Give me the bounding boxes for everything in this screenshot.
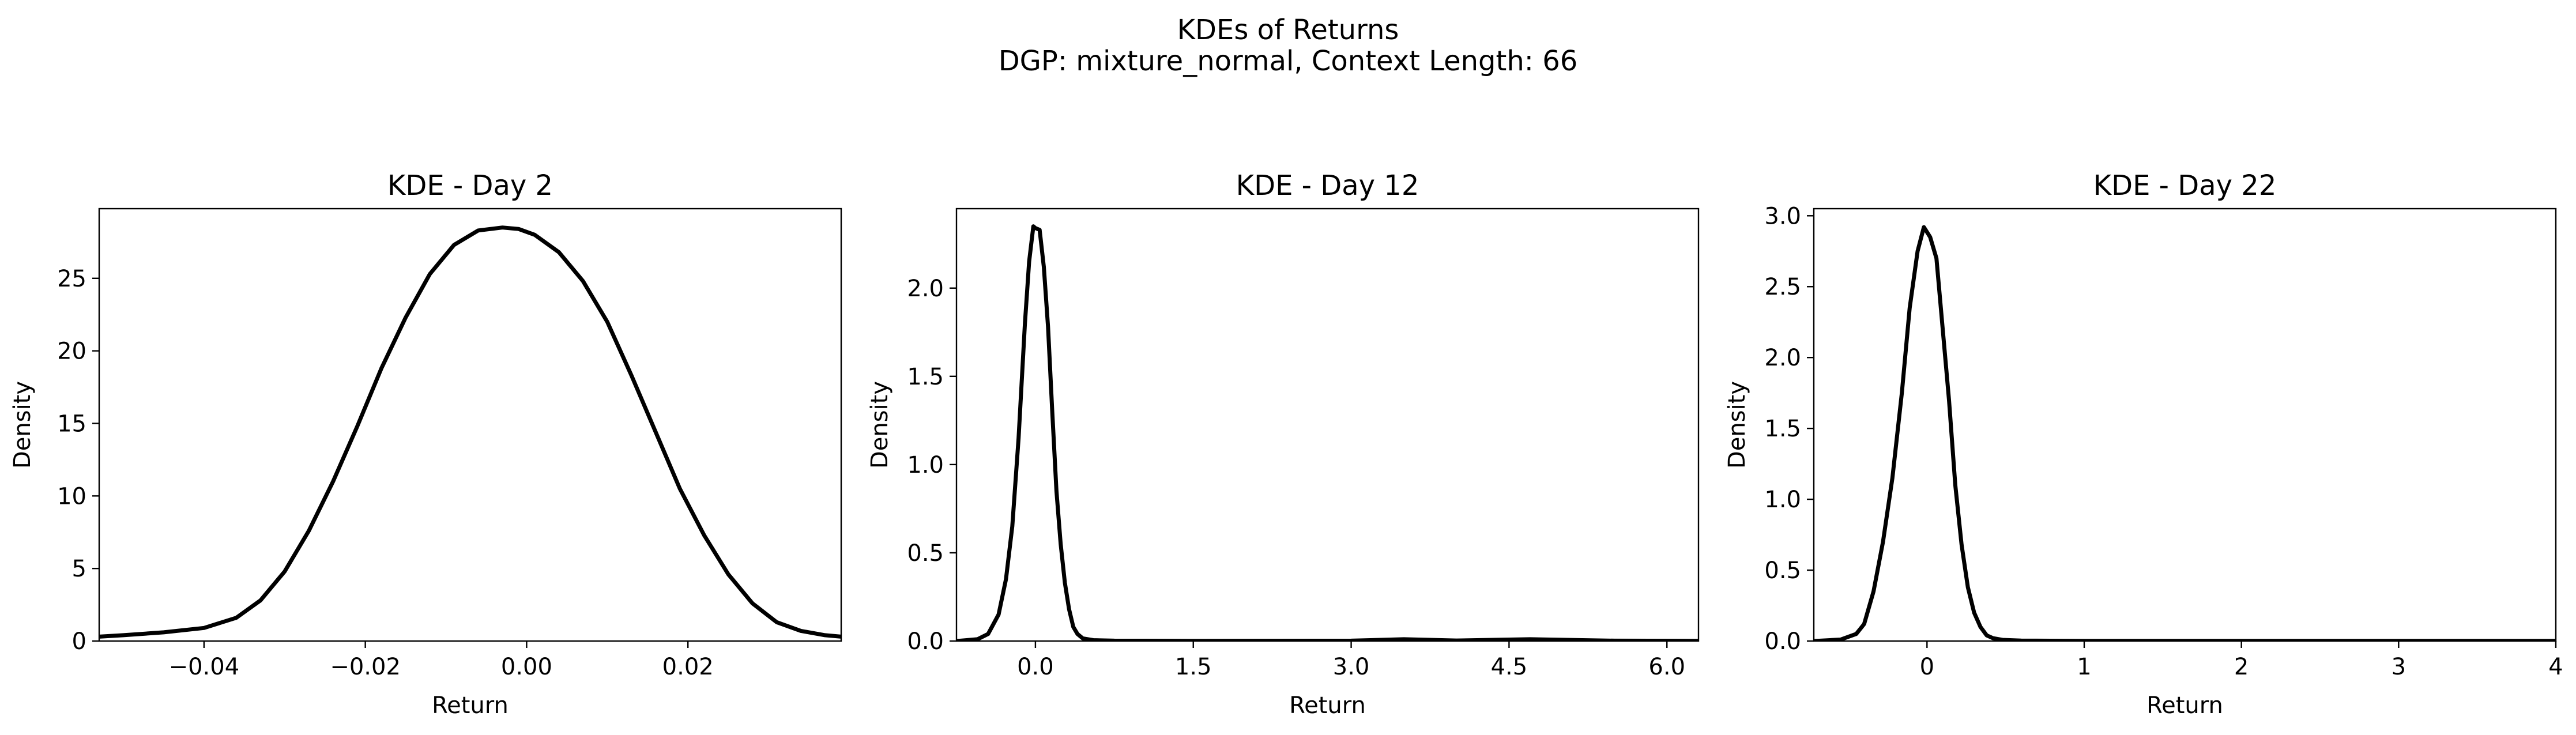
panel-title: KDE - Day 12 <box>1236 169 1419 202</box>
axes-frame <box>98 208 842 642</box>
axes-frame <box>955 208 1700 642</box>
x-axis-label: Return <box>432 692 509 719</box>
y-axis-label: Density <box>9 381 36 469</box>
x-tick-label: 4 <box>2548 654 2563 680</box>
y-axis-label: Density <box>867 381 893 469</box>
x-tick-label: 2 <box>2234 654 2249 680</box>
y-tick-label: 0 <box>72 628 86 655</box>
y-tick-label: 3.0 <box>1764 203 1801 229</box>
kde-curve <box>1814 225 2556 641</box>
kde-curve <box>99 225 841 639</box>
y-tick-label: 20 <box>57 338 86 365</box>
kde-curve <box>956 224 1698 641</box>
y-tick-label: 2.0 <box>1764 345 1801 371</box>
y-tick-label: 0.0 <box>907 628 944 655</box>
y-tick-label: 0.5 <box>1764 557 1801 584</box>
x-tick-label: 3 <box>2392 654 2406 680</box>
x-tick-label: 0 <box>1920 654 1934 680</box>
y-tick-label: 2.0 <box>907 276 944 302</box>
x-tick-label: −0.02 <box>330 654 401 680</box>
panel-title: KDE - Day 22 <box>2093 169 2277 202</box>
axes-frame <box>1813 208 2557 642</box>
x-tick-label: 1.5 <box>1175 654 1212 680</box>
x-tick-label: 1 <box>2077 654 2091 680</box>
panel-title: KDE - Day 2 <box>387 169 553 202</box>
x-tick-label: 0.00 <box>501 654 552 680</box>
y-tick-label: 2.5 <box>1764 274 1801 300</box>
x-tick-label: 0.02 <box>662 654 714 680</box>
y-tick-label: 5 <box>72 556 86 582</box>
y-tick-label: 1.5 <box>1764 416 1801 442</box>
kde-panel-day-2: −0.04 −0.02 0.00 0.02 0 5 10 15 20 25 KDE - Day 2 R… <box>9 169 842 719</box>
x-axis-label: Return <box>1289 692 1366 719</box>
x-tick-label: 0.0 <box>1017 654 1054 680</box>
kde-panel-day-22: 0 1 2 3 4 0.0 0.5 1.0 1.5 2.0 2.5 3.0 KDE - Day 22 Re… <box>1724 169 2563 719</box>
x-axis-label: Return <box>2146 692 2223 719</box>
y-tick-label: 10 <box>57 483 86 510</box>
y-tick-label: 1.5 <box>907 364 944 390</box>
x-tick-label: 4.5 <box>1491 654 1528 680</box>
figure-subtitle: DGP: mixture_normal, Context Length: 66 <box>998 45 1578 77</box>
figure-title: KDEs of Returns <box>1177 14 1399 46</box>
x-tick-label: 3.0 <box>1333 654 1370 680</box>
x-tick-label: −0.04 <box>169 654 240 680</box>
x-tick-label: 6.0 <box>1648 654 1685 680</box>
y-axis-label: Density <box>1724 381 1750 469</box>
y-tick-label: 0.5 <box>907 540 944 567</box>
y-tick-label: 15 <box>57 410 86 437</box>
kde-panel-day-12: 0.0 1.5 3.0 4.5 6.0 0.0 0.5 1.0 1.5 2.0 KDE - Day … <box>867 169 1700 719</box>
y-tick-label: 25 <box>57 266 86 292</box>
y-tick-label: 1.0 <box>1764 487 1801 513</box>
y-tick-label: 0.0 <box>1764 628 1801 655</box>
y-tick-label: 1.0 <box>907 452 944 478</box>
